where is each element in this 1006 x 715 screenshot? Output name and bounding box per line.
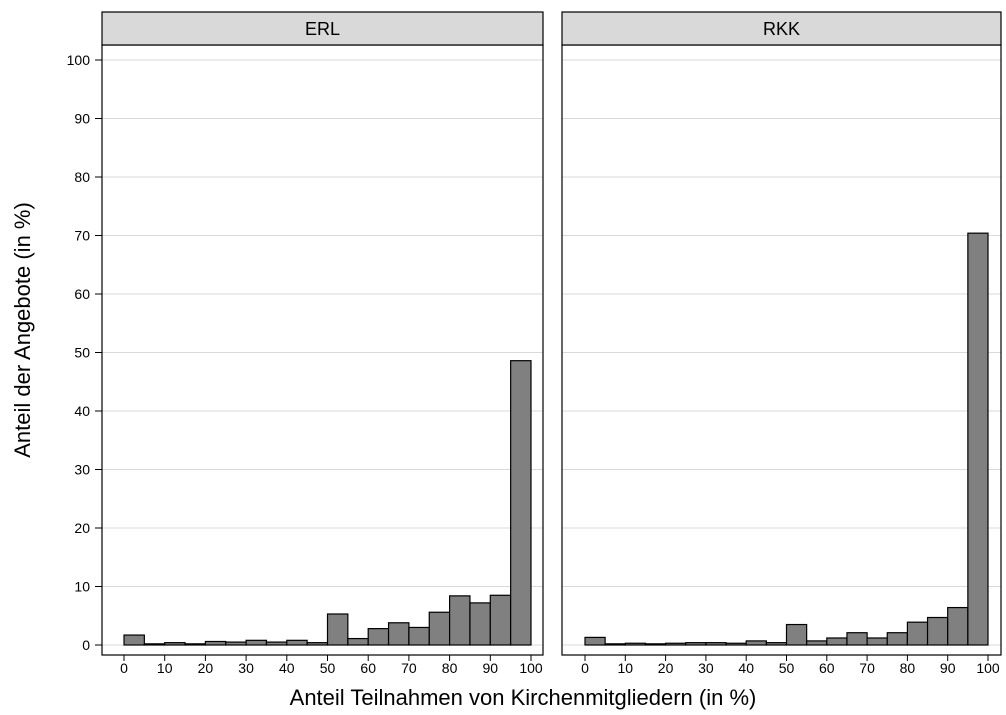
x-tick-label: 60 <box>819 660 835 676</box>
histogram-bar <box>826 637 848 646</box>
panel-strip <box>101 11 544 46</box>
histogram-bar <box>387 622 410 646</box>
x-tick-label: 30 <box>238 660 254 676</box>
y-tick-label: 70 <box>74 228 90 244</box>
histogram-bar <box>886 632 908 646</box>
histogram-bar <box>906 621 929 646</box>
plot-background <box>562 45 1001 655</box>
y-tick-label: 20 <box>74 520 90 536</box>
histogram-bar <box>143 643 166 646</box>
histogram-bar <box>624 642 647 646</box>
y-axis: 0 10 20 30 40 50 60 70 80 90 100 <box>67 52 102 653</box>
x-tick-label: 90 <box>940 660 956 676</box>
histogram-bar <box>265 641 288 646</box>
x-tick-label: 50 <box>779 660 795 676</box>
y-axis-title: Anteil der Angebote (in %) <box>10 202 35 458</box>
x-tick-label: 0 <box>581 660 589 676</box>
panel-rkk: RKK 0 10 20 30 40 50 60 70 80 90 100 <box>561 11 1002 676</box>
x-tick-label: 70 <box>859 660 875 676</box>
histogram-bar <box>225 641 247 646</box>
histogram-bar <box>184 643 207 646</box>
plot-background <box>102 45 543 655</box>
x-tick-label: 80 <box>900 660 916 676</box>
x-tick-label: 0 <box>120 660 128 676</box>
x-tick-label: 40 <box>279 660 295 676</box>
y-tick-label: 10 <box>74 579 90 595</box>
panels-layer: ERL 0 10 20 30 40 50 60 70 80 90 100 RKK 0 10 20 30 40 50 6… <box>101 11 1002 676</box>
histogram-bar <box>347 637 369 646</box>
y-tick-label: 100 <box>67 52 91 68</box>
panel-strip-label: ERL <box>305 19 340 39</box>
histogram-bar <box>846 632 868 646</box>
histogram-bar <box>469 602 491 646</box>
x-tick-label: 10 <box>157 660 173 676</box>
histogram-bar <box>644 643 667 646</box>
histogram-bar <box>765 642 788 646</box>
x-tick-label: 80 <box>442 660 458 676</box>
histogram-bar <box>428 611 451 646</box>
histogram-bar <box>584 636 606 646</box>
y-tick-label: 60 <box>74 286 90 302</box>
histogram-bar <box>806 640 828 646</box>
y-tick-label: 50 <box>74 345 90 361</box>
histogram-bar <box>705 642 727 646</box>
histogram-bar <box>286 639 308 646</box>
y-tick-label: 30 <box>74 462 90 478</box>
histogram-bar <box>449 595 471 646</box>
histogram-bar <box>164 642 186 646</box>
histogram-bar <box>408 626 430 646</box>
histogram-bar <box>245 639 268 646</box>
x-tick-label: 20 <box>198 660 214 676</box>
histogram-bar <box>866 637 888 646</box>
x-tick-label: 30 <box>698 660 714 676</box>
x-tick-label: 70 <box>401 660 417 676</box>
x-tick-label: 100 <box>976 660 1000 676</box>
x-tick-label: 10 <box>618 660 634 676</box>
panel-strip-label: RKK <box>763 19 800 39</box>
histogram-bar <box>510 360 532 646</box>
histogram-bar <box>745 640 767 646</box>
x-tick-label: 60 <box>360 660 376 676</box>
histogram-bar <box>926 616 949 646</box>
histogram-bar <box>604 643 626 646</box>
x-tick-label: 50 <box>320 660 336 676</box>
y-tick-label: 80 <box>74 169 90 185</box>
x-tick-label: 90 <box>483 660 499 676</box>
histogram-bar <box>123 634 145 646</box>
histogram-bar <box>967 232 989 646</box>
y-tick-label: 0 <box>82 637 90 653</box>
x-tick-label: 20 <box>658 660 674 676</box>
y-tick-label: 90 <box>74 111 90 127</box>
y-tick-label: 40 <box>74 403 90 419</box>
histogram-bar <box>326 613 349 646</box>
x-axis-title: Anteil Teilnahmen von Kirchenmitgliedern… <box>290 685 757 710</box>
histogram-bar <box>725 642 747 646</box>
panel-erl: ERL 0 10 20 30 40 50 60 70 80 90 100 <box>101 11 544 676</box>
histogram-bar <box>685 642 707 646</box>
histogram-bar <box>367 628 390 646</box>
histogram-bar <box>306 642 329 646</box>
histogram-bar <box>489 594 512 646</box>
histogram-bar <box>664 642 687 646</box>
histogram-bar <box>785 623 808 646</box>
histogram-bar <box>204 640 227 646</box>
x-tick-label: 100 <box>519 660 543 676</box>
panel-strip <box>561 11 1002 46</box>
x-tick-label: 40 <box>738 660 754 676</box>
histogram-bar <box>947 606 969 646</box>
